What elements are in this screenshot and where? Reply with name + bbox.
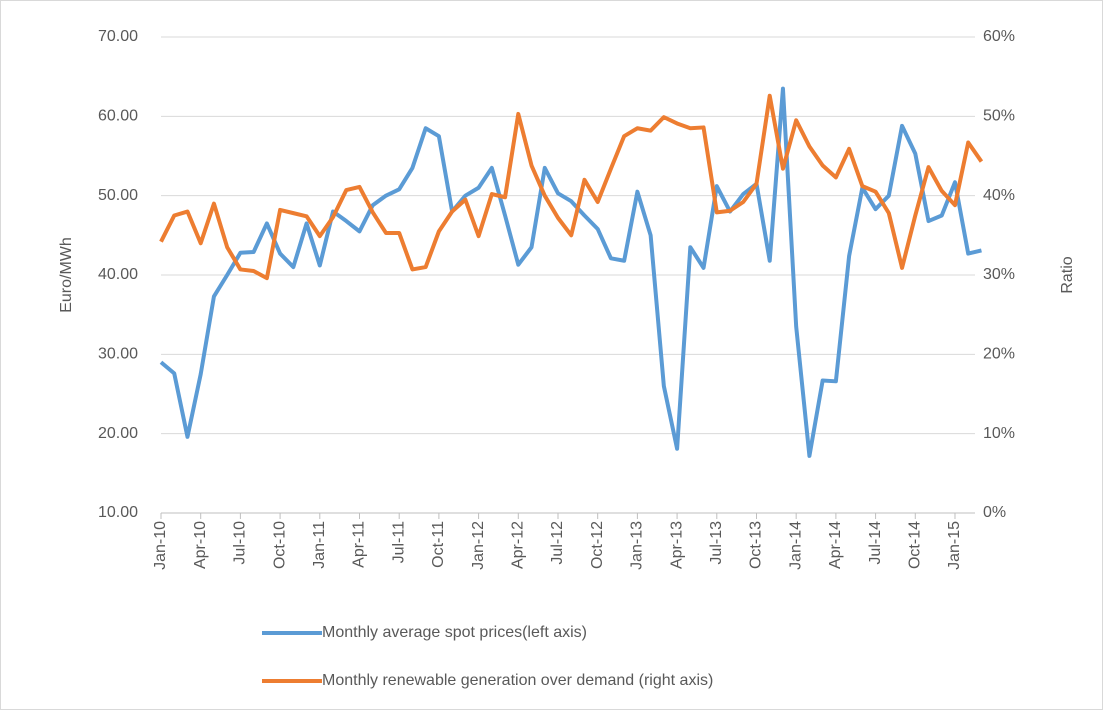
y2-tick-label: 10%: [983, 425, 1015, 442]
y2-tick-label: 60%: [983, 28, 1015, 45]
x-tick-label: Oct-10: [271, 521, 288, 569]
x-tick-label: Oct-14: [906, 521, 923, 569]
y-tick-label: 50.00: [98, 187, 138, 204]
x-tick-label: Oct-13: [748, 521, 765, 569]
y-tick-label: 40.00: [98, 266, 138, 283]
x-tick-label: Jan-13: [629, 521, 646, 570]
x-tick-label: Oct-11: [430, 521, 447, 568]
y-tick-label: 70.00: [98, 28, 138, 45]
x-tick-label: Apr-10: [192, 521, 209, 569]
x-tick-label: Jan-14: [787, 521, 804, 570]
y2-tick-label: 40%: [983, 187, 1015, 204]
x-tick-label: Jul-11: [390, 521, 407, 563]
x-tick-label: Jul-13: [708, 521, 725, 565]
y-tick-label: 30.00: [98, 346, 138, 363]
y-tick-label: 10.00: [98, 504, 138, 521]
series-line: [159, 93, 984, 281]
x-tick-label: Oct-12: [589, 521, 606, 569]
x-tick-label: Apr-12: [510, 521, 527, 569]
x-tick-label: Jul-12: [549, 521, 566, 565]
legend-label: Monthly renewable generation over demand…: [322, 672, 713, 689]
x-tick-label: Apr-14: [827, 521, 844, 569]
y-axis-title: Euro/MWh: [58, 237, 75, 313]
x-tick-label: Jul-14: [867, 521, 884, 565]
x-tick-label: Jan-15: [946, 521, 963, 570]
x-tick-label: Jan-10: [152, 521, 169, 570]
x-tick-label: Jan-12: [470, 521, 487, 570]
y2-tick-label: 50%: [983, 108, 1015, 125]
y-tick-label: 20.00: [98, 425, 138, 442]
x-tick-label: Jul-10: [232, 521, 249, 565]
x-tick-label: Jan-11: [311, 521, 328, 569]
y-tick-label: 60.00: [98, 108, 138, 125]
legend-label: Monthly average spot prices(left axis): [322, 624, 587, 641]
y2-tick-label: 30%: [983, 266, 1015, 283]
x-tick-label: Apr-11: [351, 521, 368, 568]
y2-tick-label: 20%: [983, 346, 1015, 363]
y2-tick-label: 0%: [983, 504, 1006, 521]
series-line: [159, 86, 982, 458]
x-tick-label: Apr-13: [668, 521, 685, 569]
y2-axis-title: Ratio: [1059, 256, 1076, 293]
